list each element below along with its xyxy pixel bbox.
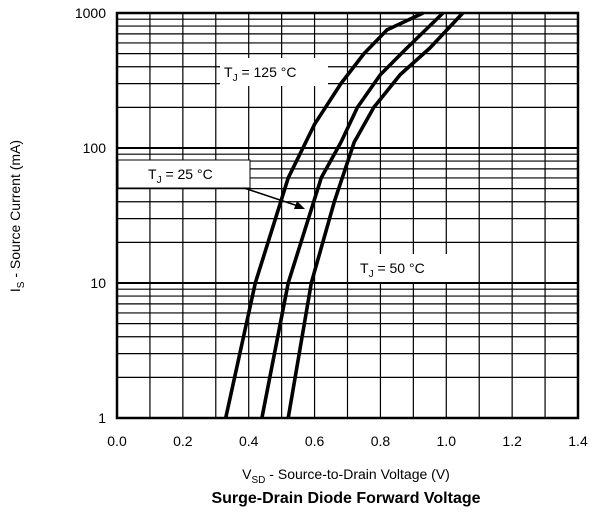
annotation-125c: TJ = 125 °C <box>220 58 328 86</box>
x-tick-label: 0.8 <box>371 433 391 449</box>
y-tick-label: 1000 <box>75 5 106 21</box>
annotation-50c-label: TJ = 50 °C <box>360 260 425 280</box>
series-lines <box>223 11 465 419</box>
plot-frame <box>115 11 580 420</box>
chart-title: Surge-Drain Diode Forward Voltage <box>211 490 480 507</box>
y-tick-label: 10 <box>90 275 106 291</box>
x-axis-label: VSD - Source-to-Drain Voltage (V) <box>242 466 450 486</box>
tick-labels: 0.0 0.2 0.4 0.6 0.8 1.0 1.2 1.4 1 10 100 1000 <box>75 5 588 449</box>
x-tick-label: 1.4 <box>568 433 588 449</box>
x-tick-label: 0.6 <box>305 433 325 449</box>
y-tick-label: 1 <box>98 410 106 426</box>
annotation-25c-arrowhead <box>294 201 305 209</box>
series-line-1 <box>260 11 445 419</box>
x-tick-label: 0.0 <box>107 433 127 449</box>
x-tick-label: 1.2 <box>502 433 522 449</box>
annotation-25c-label: TJ = 25 °C <box>148 166 213 186</box>
annotation-125c-label: TJ = 125 °C <box>224 64 296 84</box>
annotation-50c: TJ = 50 °C <box>356 254 456 282</box>
series-line-2 <box>286 11 465 419</box>
y-tick-label: 100 <box>83 140 107 156</box>
x-tick-label: 0.4 <box>239 433 259 449</box>
annotation-25c-pointer <box>243 187 299 207</box>
series-line-0 <box>223 11 424 419</box>
y-axis-label: IS - Source Current (mA) <box>7 140 27 292</box>
annotation-25c: TJ = 25 °C <box>117 159 305 209</box>
x-tick-label: 1.0 <box>437 433 457 449</box>
x-tick-label: 0.2 <box>173 433 193 449</box>
